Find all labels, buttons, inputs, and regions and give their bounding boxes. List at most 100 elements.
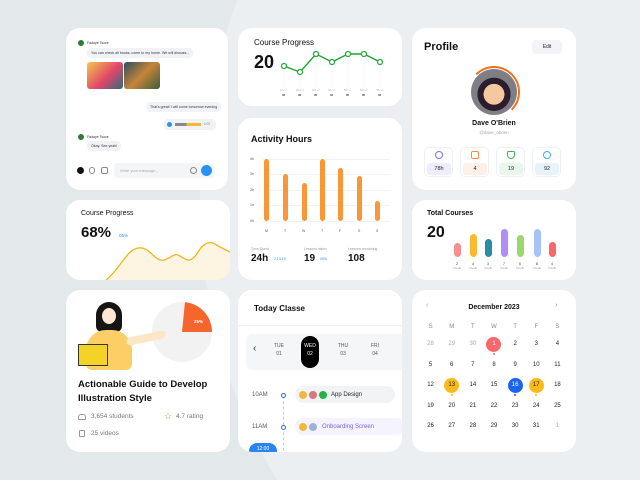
next-month-icon[interactable]: › (555, 302, 558, 309)
sender-row: Fadaye Tsoze (78, 40, 109, 46)
card-title: Course Progress (254, 38, 315, 47)
attach-icon[interactable] (89, 167, 95, 174)
day-wed[interactable]: WED 02 (301, 336, 319, 368)
message-bubble: Okay, See yeah! (87, 141, 122, 151)
day-cell[interactable]: 21 (469, 402, 477, 409)
message-input[interactable]: Write your message... (114, 163, 215, 178)
play-icon[interactable] (167, 122, 172, 127)
shared-image[interactable] (124, 62, 160, 89)
day-cell[interactable]: 28 (469, 423, 477, 430)
prev-month-icon[interactable]: ‹ (426, 302, 429, 309)
card-title: Today Classe (254, 304, 305, 313)
day-cell[interactable]: 29 (448, 341, 456, 348)
day-cell[interactable]: 20 (448, 402, 456, 409)
day-cell[interactable]: 9 (513, 361, 517, 368)
day-cell[interactable]: 25 (554, 402, 561, 409)
course-bar (501, 229, 508, 257)
day-cell[interactable]: 1 (555, 423, 560, 430)
video-icon (79, 430, 85, 437)
day-cell[interactable]: 28 (427, 341, 434, 348)
current-time-badge: 12:00 (249, 443, 277, 452)
message-bubble: You can check all books, come to my home… (87, 48, 194, 58)
day-cell[interactable]: 22 (490, 402, 498, 409)
progress-value: 68% (81, 224, 112, 241)
day-cell[interactable]: 15 (490, 382, 498, 389)
profile-handle: @dave_obrien (479, 130, 509, 135)
emoji-icon[interactable] (77, 167, 84, 174)
chat-card: Fadaye Tsoze You can check all books, co… (66, 28, 228, 190)
sender-name: Fadaye Tsoze (87, 41, 109, 45)
voice-duration: 0:02 (204, 122, 211, 126)
send-button[interactable] (201, 165, 212, 176)
delta: 05% (119, 233, 129, 238)
day-tue[interactable]: TUE 01 (274, 343, 284, 357)
waveform (175, 123, 201, 126)
course-bar (485, 239, 492, 257)
profile-name: Dave O'Brien (472, 120, 516, 127)
day-cell[interactable]: 19 (427, 402, 434, 409)
card-title: Profile (424, 41, 459, 53)
course-bar (549, 242, 556, 257)
stat-books: 4 (460, 147, 489, 177)
course-bar (517, 235, 524, 257)
day-cell-1[interactable]: 1 (483, 334, 504, 355)
illustration-book (78, 344, 108, 366)
total-value: 20 (427, 224, 445, 241)
area-chart (105, 241, 230, 280)
day-cell[interactable]: 24 (532, 402, 540, 409)
day-cell[interactable]: 10 (532, 361, 540, 368)
bar-mon (264, 159, 269, 221)
day-cell[interactable]: 3 (534, 341, 538, 348)
chevron-left-icon[interactable]: ‹ (253, 343, 257, 354)
day-cell[interactable]: 23 (511, 402, 519, 409)
day-cell[interactable]: 29 (490, 423, 498, 430)
day-cell[interactable]: 5 (428, 361, 433, 368)
day-cell[interactable]: 8 (492, 361, 496, 368)
day-thu[interactable]: THU 03 (337, 343, 349, 357)
course-title[interactable]: Actionable Guide to Develop Illustration… (78, 379, 208, 404)
avatar (471, 69, 517, 115)
course-bar (534, 229, 541, 257)
bar-wed (302, 183, 307, 221)
day-cell[interactable]: 26 (427, 423, 434, 430)
day-cell[interactable]: 14 (469, 382, 477, 389)
user-icon (543, 151, 551, 159)
event-onboarding[interactable]: Onboarding Screen (295, 418, 402, 435)
day-cell[interactable]: 11 (554, 361, 561, 368)
course-bar (454, 243, 461, 257)
day-fri[interactable]: FRI 04 (370, 343, 380, 357)
bar-sat (357, 176, 362, 221)
image-icon[interactable] (101, 167, 108, 174)
day-cell-16[interactable]: 16 (505, 375, 526, 396)
day-cell[interactable]: 18 (554, 382, 561, 389)
day-cell[interactable]: 7 (471, 361, 475, 368)
smile-icon[interactable] (190, 167, 197, 174)
day-cell[interactable]: 6 (450, 361, 454, 368)
videos-count: 25 videos (91, 430, 119, 437)
course-guide-card[interactable]: 25% Actionable Guide to Develop Illustra… (66, 290, 230, 452)
day-cell[interactable]: 12 (427, 382, 434, 389)
day-cell[interactable]: 30 (469, 341, 477, 348)
shared-image[interactable] (87, 62, 123, 89)
day-cell[interactable]: 2 (513, 341, 517, 348)
day-cell-17[interactable]: 17 (526, 375, 547, 396)
clock-icon (435, 151, 443, 159)
day-cell[interactable]: 31 (532, 423, 540, 430)
edit-button[interactable]: Edit (532, 40, 562, 54)
avatar (78, 40, 84, 46)
illustration-face (102, 308, 116, 324)
profile-card: Profile Edit Dave O'Brien @dave_obrien 7… (412, 28, 576, 190)
day-cell[interactable]: 27 (448, 423, 456, 430)
day-cell[interactable]: 4 (555, 341, 560, 348)
day-cell-13[interactable]: 13 (441, 375, 462, 396)
voice-message[interactable]: 0:02 (164, 119, 216, 130)
students-count: 3,654 students (91, 413, 134, 420)
event-app-design[interactable]: App Design (295, 386, 395, 403)
line-chart (280, 50, 384, 88)
rating: 4.7 rating (176, 413, 204, 420)
day-cell[interactable]: 30 (511, 423, 519, 430)
